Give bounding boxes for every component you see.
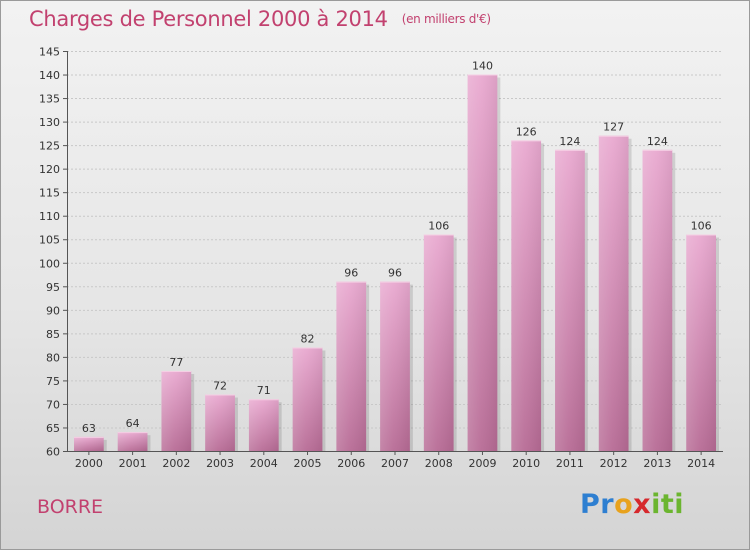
chart-title: Charges de Personnel 2000 à 2014 (en mill… bbox=[29, 7, 491, 31]
city-name: BORRE bbox=[37, 496, 104, 518]
y-tick-label: 85 bbox=[46, 328, 60, 341]
x-tick-label-2004: 2004 bbox=[250, 457, 278, 470]
bar-highlight bbox=[292, 347, 323, 451]
y-tick-label: 75 bbox=[46, 375, 60, 388]
y-tick-label: 90 bbox=[46, 304, 60, 317]
y-tick-label: 60 bbox=[46, 446, 60, 459]
chart-title-text: Charges de Personnel 2000 à 2014 bbox=[29, 7, 388, 31]
bar-highlight bbox=[686, 234, 717, 451]
bar-highlight bbox=[73, 436, 104, 451]
x-tick-label-2007: 2007 bbox=[381, 457, 409, 470]
value-label-2003: 72 bbox=[213, 380, 227, 393]
bar-highlight bbox=[161, 371, 192, 451]
y-tick-label: 115 bbox=[39, 187, 60, 200]
value-label-2010: 126 bbox=[516, 125, 537, 138]
value-label-2008: 106 bbox=[428, 220, 449, 233]
value-label-2002: 77 bbox=[169, 356, 183, 369]
bar-highlight bbox=[205, 394, 235, 451]
value-label-2007: 96 bbox=[388, 267, 402, 280]
y-tick-label: 105 bbox=[39, 234, 60, 247]
y-tick-label: 125 bbox=[39, 140, 60, 153]
value-label-2013: 124 bbox=[647, 135, 668, 148]
x-tick-label-2001: 2001 bbox=[119, 457, 147, 470]
value-label-2009: 140 bbox=[472, 60, 493, 73]
y-tick-label: 100 bbox=[39, 257, 60, 270]
value-label-2014: 106 bbox=[691, 220, 712, 233]
bar-highlight bbox=[117, 432, 148, 451]
bar-highlight bbox=[467, 74, 498, 451]
x-tick-label-2012: 2012 bbox=[600, 457, 628, 470]
x-tick-label-2000: 2000 bbox=[75, 457, 103, 470]
bar-highlight bbox=[248, 399, 279, 451]
y-tick-label: 95 bbox=[46, 281, 60, 294]
bar-highlight bbox=[423, 234, 454, 451]
x-tick-label-2014: 2014 bbox=[687, 457, 715, 470]
y-tick-label: 65 bbox=[46, 422, 60, 435]
value-label-2011: 124 bbox=[559, 135, 580, 148]
value-label-2012: 127 bbox=[603, 121, 624, 134]
value-label-2000: 63 bbox=[82, 422, 96, 435]
x-tick-label-2008: 2008 bbox=[425, 457, 453, 470]
y-tick-label: 70 bbox=[46, 398, 60, 411]
value-label-2004: 71 bbox=[257, 384, 271, 397]
logo-part-4: iti bbox=[651, 489, 685, 520]
x-tick-label-2005: 2005 bbox=[294, 457, 322, 470]
proxiti-logo: Proxiti bbox=[580, 489, 684, 520]
bar-highlight bbox=[555, 149, 585, 451]
y-tick-label: 110 bbox=[39, 210, 60, 223]
y-tick-label: 135 bbox=[39, 93, 60, 106]
bar-highlight bbox=[380, 281, 410, 451]
value-label-2006: 96 bbox=[344, 267, 358, 280]
logo-part-2: o bbox=[614, 489, 634, 520]
value-label-2005: 82 bbox=[301, 332, 315, 345]
x-tick-label-2006: 2006 bbox=[337, 457, 365, 470]
bar-highlight bbox=[336, 281, 367, 451]
bar-highlight bbox=[511, 140, 542, 452]
y-tick-label: 140 bbox=[39, 69, 60, 82]
x-tick-label-2013: 2013 bbox=[643, 457, 671, 470]
logo-part-1: Pr bbox=[580, 489, 615, 520]
y-tick-label: 120 bbox=[39, 163, 60, 176]
logo-part-3: x bbox=[633, 489, 652, 520]
y-tick-label: 145 bbox=[39, 46, 60, 59]
value-label-2001: 64 bbox=[126, 417, 140, 430]
bar-highlight bbox=[598, 135, 629, 452]
chart-subtitle: (en milliers d'€) bbox=[401, 12, 491, 26]
x-tick-label-2010: 2010 bbox=[512, 457, 540, 470]
y-tick-label: 130 bbox=[39, 116, 60, 129]
bar-highlight bbox=[642, 149, 673, 451]
x-tick-label-2009: 2009 bbox=[468, 457, 496, 470]
y-tick-label: 80 bbox=[46, 351, 60, 364]
x-tick-label-2003: 2003 bbox=[206, 457, 234, 470]
x-tick-label-2002: 2002 bbox=[162, 457, 190, 470]
x-tick-label-2011: 2011 bbox=[556, 457, 584, 470]
